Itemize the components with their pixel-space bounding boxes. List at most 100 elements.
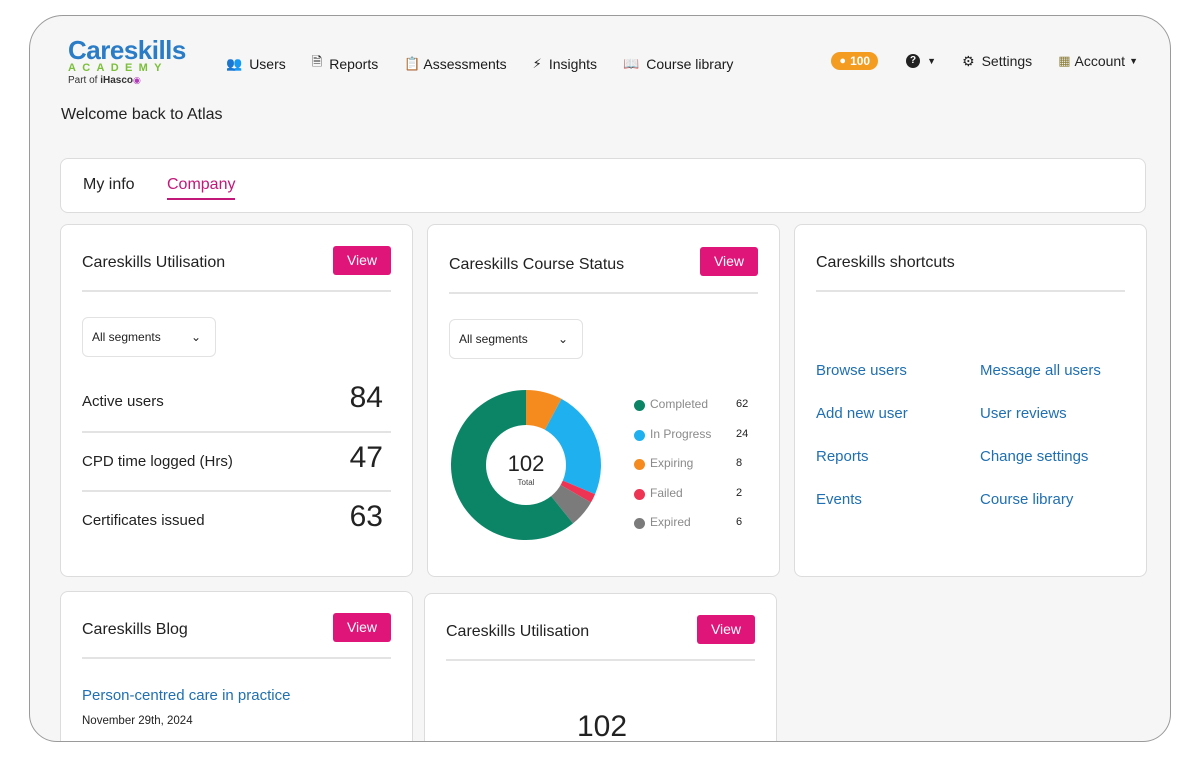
legend-value: 24: [736, 427, 749, 440]
user-icon: ●: [839, 55, 847, 67]
stat-value: 63: [349, 500, 383, 533]
legend-item: Expiring 8: [634, 456, 759, 486]
shortcut-message-all-users[interactable]: Message all users: [980, 362, 1101, 379]
help-menu[interactable]: ? ▼: [906, 54, 936, 68]
part-of-brand: iHasco: [100, 75, 134, 86]
utilisation-2-title: Careskills Utilisation: [446, 623, 590, 640]
chevron-down-icon: ⌄: [557, 332, 568, 346]
segment-select-value: All segments: [459, 332, 528, 346]
divider: [82, 431, 391, 433]
settings-label: Settings: [981, 53, 1033, 69]
bolt-icon: ⚡: [532, 56, 542, 71]
divider: [82, 290, 391, 292]
stat-label: Certificates issued: [82, 512, 205, 529]
utilisation-title: Careskills Utilisation: [82, 254, 226, 271]
utilisation-view-button[interactable]: View: [333, 246, 391, 275]
course-library-icon: 📖: [623, 56, 640, 71]
chart-legend: Completed 62 In Progress 24 Expiring 8 F…: [634, 397, 759, 545]
welcome-text: Welcome back to Atlas: [61, 106, 223, 123]
tab-company[interactable]: Company: [167, 176, 236, 200]
app-window: Careskills ACADEMY Part of iHasco◉ 👥 Use…: [29, 15, 1171, 742]
legend-item: In Progress 24: [634, 427, 759, 457]
legend-item: Expired 6: [634, 515, 759, 545]
stat-value: 84: [349, 381, 383, 414]
stat-active-users: Active users 84: [82, 375, 391, 434]
divider: [446, 659, 755, 661]
divider: [82, 657, 391, 659]
legend-item: Failed 2: [634, 486, 759, 516]
nav-assessments[interactable]: 📋 Assessments: [404, 53, 506, 75]
blog-view-button[interactable]: View: [333, 613, 391, 642]
legend-dot: [634, 518, 645, 530]
assessments-icon: 📋: [404, 56, 421, 71]
account-label: Account: [1074, 53, 1126, 69]
legend-name: Failed: [650, 485, 683, 500]
logo[interactable]: Careskills ACADEMY Part of iHasco◉: [68, 37, 198, 87]
nav-right: ● 100 ? ▼ ⚙ Settings ▦ Account ▼: [831, 52, 1138, 70]
utilisation-card-2: Careskills Utilisation View 102: [424, 593, 777, 741]
nav-course-library-label: Course library: [646, 56, 734, 72]
divider: [816, 290, 1125, 292]
stat-label: CPD time logged (Hrs): [82, 453, 233, 470]
tabs-bar: My info Company: [60, 158, 1146, 213]
nav-insights[interactable]: ⚡ Insights: [533, 53, 597, 75]
shortcut-events[interactable]: Events: [816, 491, 862, 508]
legend-value: 62: [736, 398, 749, 410]
chevron-down-icon: ▼: [1129, 56, 1138, 66]
course-status-card: Careskills Course Status View All segmen…: [427, 224, 780, 577]
legend-name: Completed: [650, 397, 709, 411]
stat-cpd-time: CPD time logged (Hrs) 47: [82, 435, 391, 494]
shortcut-browse-users[interactable]: Browse users: [816, 362, 907, 379]
legend-dot: [634, 488, 645, 500]
ihasco-dot-icon: ◉: [133, 75, 141, 85]
shortcut-change-settings[interactable]: Change settings: [980, 448, 1089, 465]
blog-post-date: November 29th, 2024: [82, 715, 193, 727]
legend-value: 8: [736, 457, 743, 470]
legend-dot: [634, 400, 645, 411]
utilisation-2-view-button[interactable]: View: [697, 615, 755, 644]
divider: [82, 490, 391, 492]
tab-my-info[interactable]: My info: [83, 176, 135, 193]
main-nav: 👥 Users 🗎 Reports 📋 Assessments ⚡ Insigh…: [226, 53, 759, 75]
chevron-down-icon: ▼: [927, 56, 937, 66]
nav-course-library[interactable]: 📖 Course library: [623, 53, 733, 75]
nav-reports[interactable]: 🗎 Reports: [312, 53, 378, 75]
legend-value: 6: [736, 516, 743, 529]
course-status-donut-chart: 102 Total: [451, 390, 601, 540]
credits-badge[interactable]: ● 100: [831, 52, 879, 70]
users-icon: 👥: [226, 56, 243, 71]
shortcut-reports[interactable]: Reports: [816, 448, 869, 465]
chevron-down-icon: ⌄: [190, 330, 201, 344]
donut-total-value: 102: [508, 451, 545, 476]
nav-reports-label: Reports: [329, 56, 379, 72]
shortcut-add-new-user[interactable]: Add new user: [816, 405, 908, 422]
stat-value: 47: [349, 441, 383, 474]
help-icon: ?: [906, 54, 921, 68]
logo-part-of: Part of iHasco◉: [68, 74, 198, 87]
gear-icon: ⚙: [962, 52, 975, 69]
stat-certificates: Certificates issued 63: [82, 494, 391, 553]
course-status-title: Careskills Course Status: [449, 256, 625, 273]
credits-value: 100: [850, 54, 871, 68]
account-avatar-icon: ▦: [1058, 53, 1071, 68]
donut-hole: [486, 425, 566, 505]
shortcut-user-reviews[interactable]: User reviews: [980, 405, 1067, 422]
legend-name: In Progress: [650, 426, 712, 441]
reports-icon: 🗎: [311, 54, 323, 69]
settings-link[interactable]: ⚙ Settings: [962, 53, 1032, 70]
legend-dot: [634, 459, 645, 471]
nav-users[interactable]: 👥 Users: [226, 53, 286, 75]
segment-select[interactable]: All segments ⌄: [82, 317, 216, 357]
blog-post-link[interactable]: Person-centred care in practice: [82, 687, 291, 704]
shortcut-course-library[interactable]: Course library: [980, 491, 1074, 508]
nav-assessments-label: Assessments: [423, 56, 507, 72]
shortcuts-title: Careskills shortcuts: [816, 254, 955, 271]
account-menu[interactable]: ▦ Account ▼: [1058, 53, 1138, 69]
course-status-view-button[interactable]: View: [700, 247, 758, 276]
nav-users-label: Users: [249, 56, 286, 72]
shortcuts-card: Careskills shortcuts Browse users Add ne…: [794, 224, 1147, 577]
segment-select[interactable]: All segments ⌄: [449, 319, 583, 359]
legend-value: 2: [736, 486, 743, 499]
legend-dot: [634, 429, 645, 441]
part-of-prefix: Part of: [68, 75, 98, 86]
